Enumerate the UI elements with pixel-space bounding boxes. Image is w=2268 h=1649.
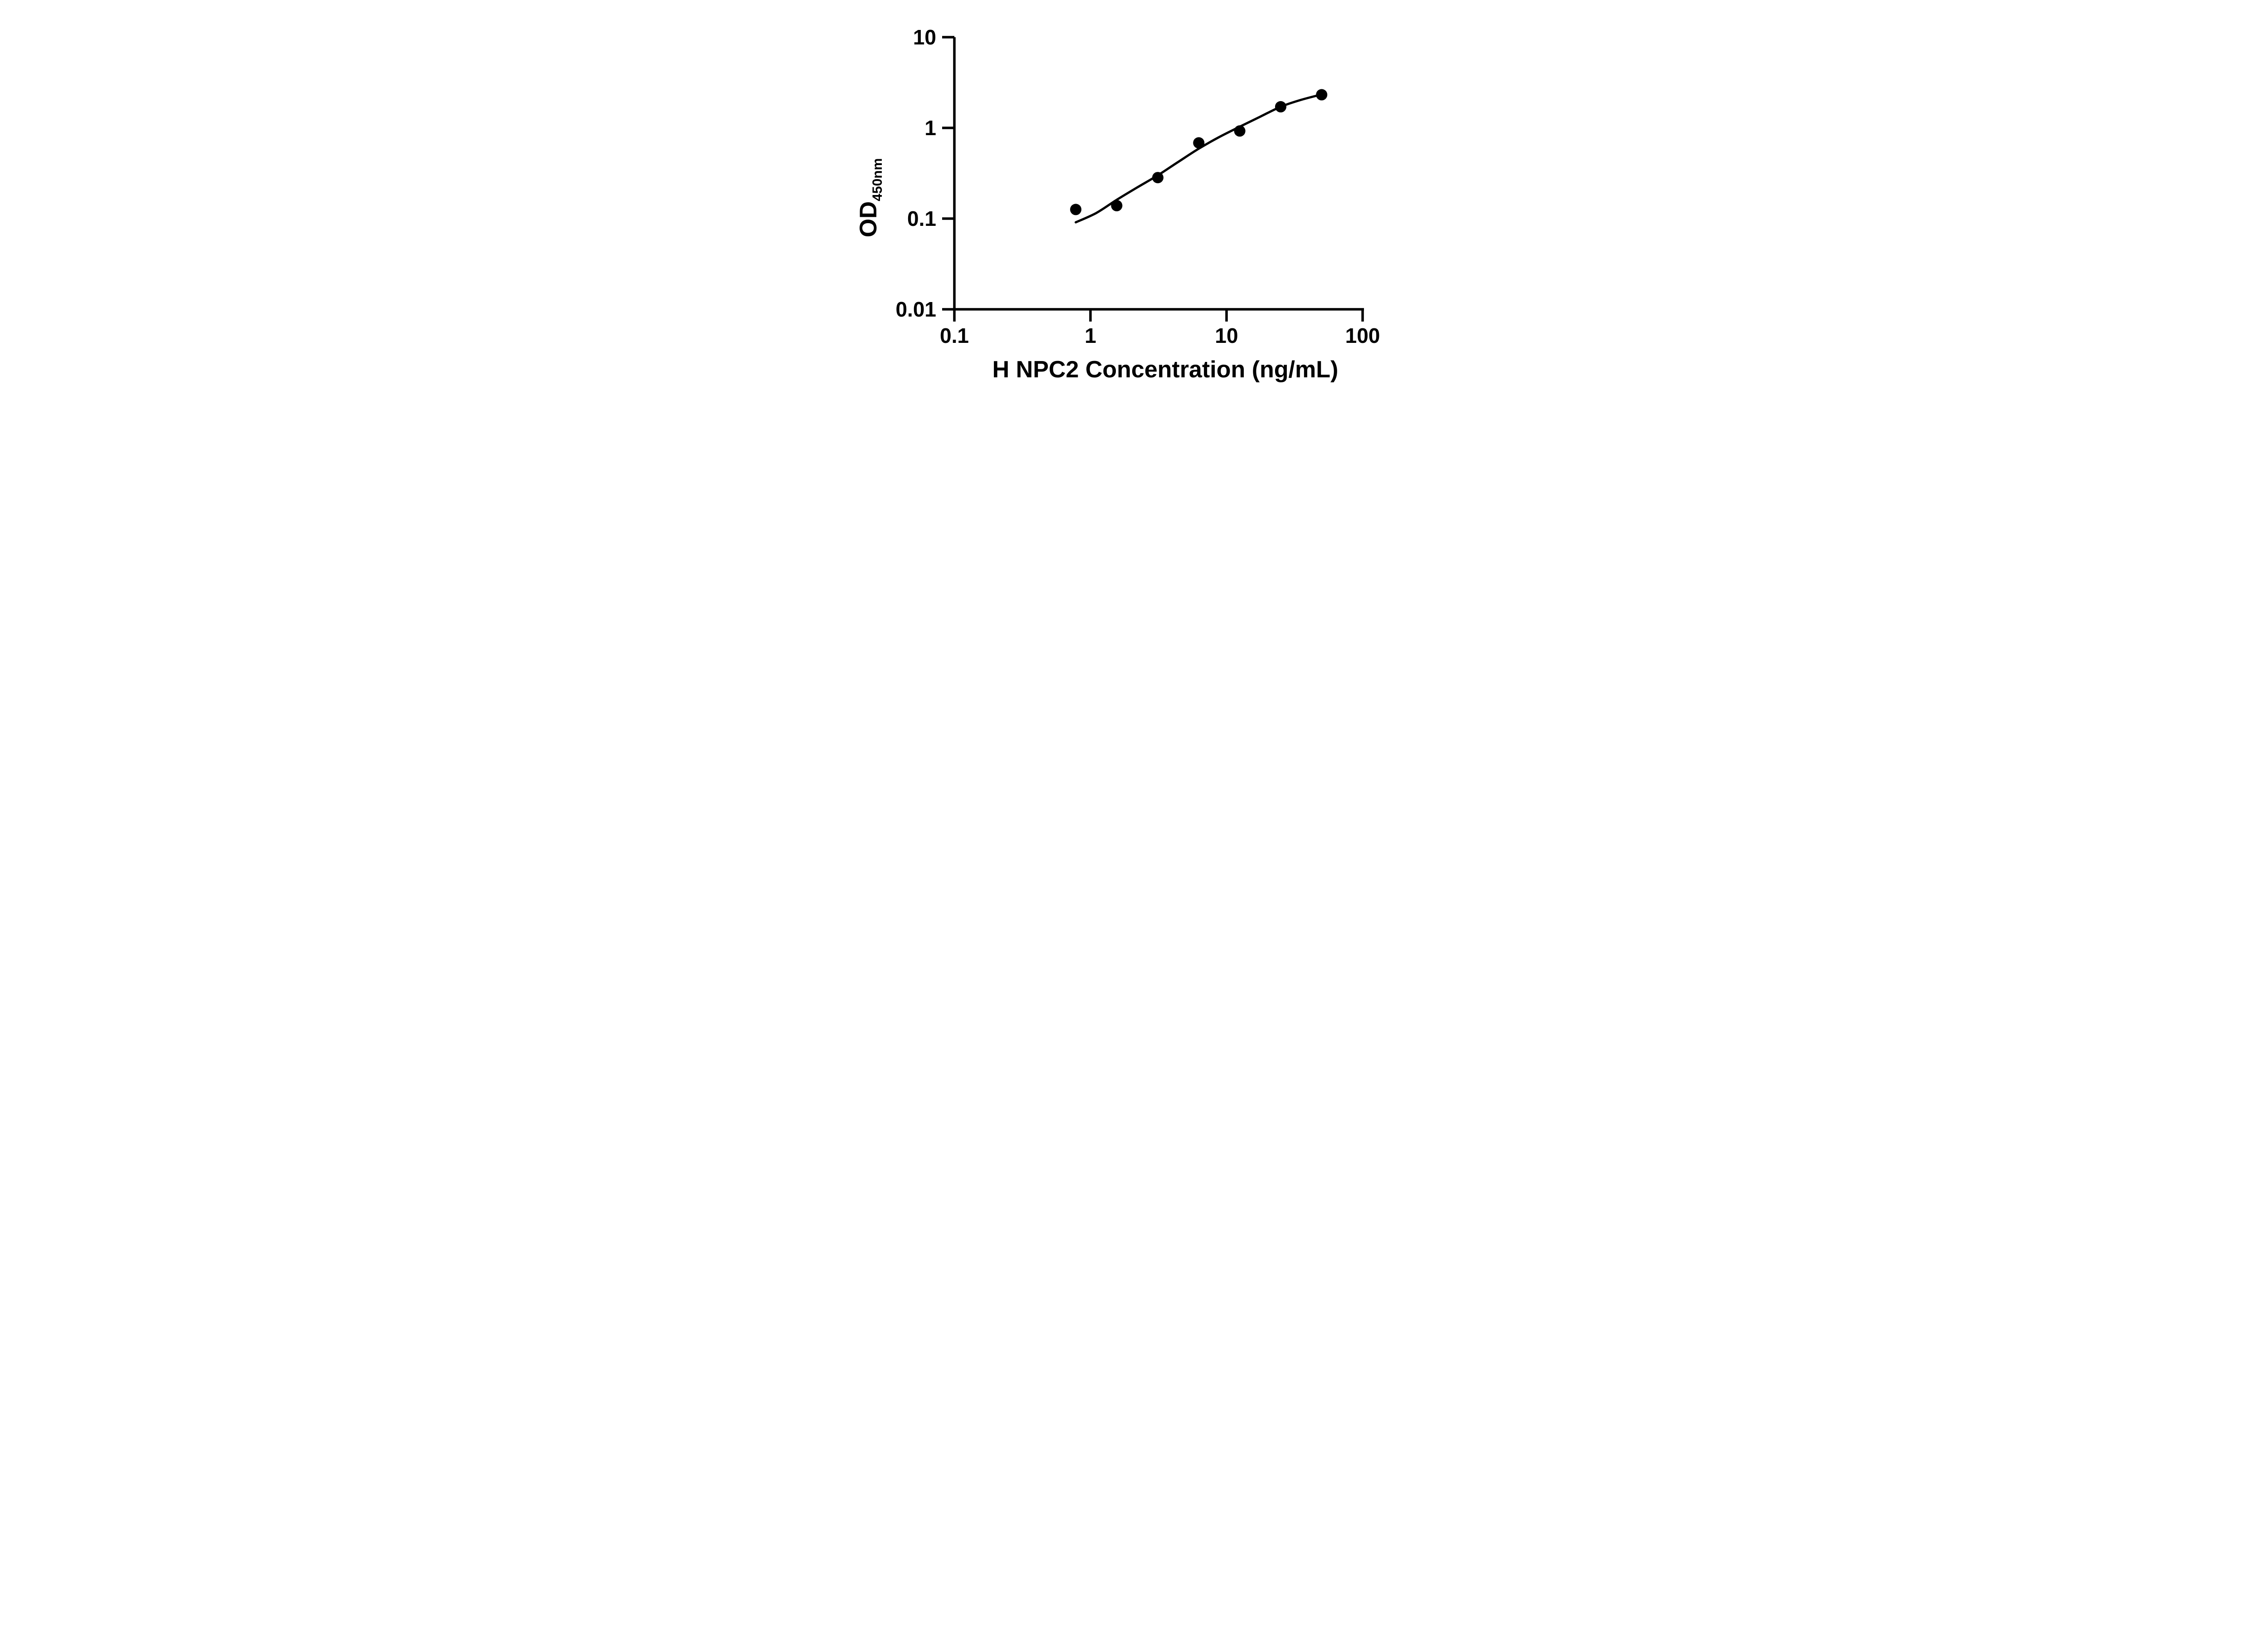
y-axis-title-subscript: 450nm [870,158,885,201]
data-point [1070,204,1081,215]
y-tick-label: 0.1 [907,207,936,230]
x-tick-label: 100 [1345,324,1380,347]
y-tick-label: 10 [913,25,936,49]
data-point [1315,89,1327,101]
x-tick-label: 1 [1085,324,1096,347]
data-point [1152,172,1163,184]
x-tick-label: 10 [1215,324,1238,347]
data-point [1110,200,1122,211]
data-point [1234,125,1246,137]
elisa-standard-curve-figure: 10 1 0.1 0.01 0.1 1 10 100 OD450nm H NPC2 Concent… [841,0,1427,412]
y-tick-label: 1 [924,116,936,140]
y-tick-label: 0.01 [895,298,936,321]
data-point [1193,137,1204,149]
x-tick-label: 0.1 [940,324,969,347]
data-point [1275,101,1286,112]
y-axis-title: OD450nm [855,158,885,238]
x-axis-title: H NPC2 Concentration (ng/mL) [992,356,1338,383]
